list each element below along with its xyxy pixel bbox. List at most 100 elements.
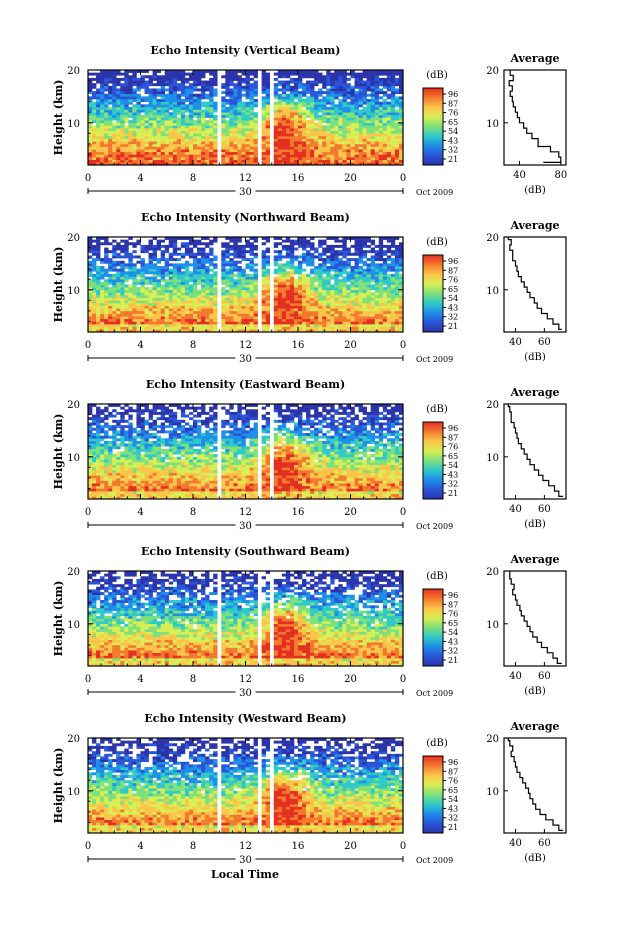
heatmap-cell [116,310,121,314]
heatmap-cell [306,80,311,84]
heatmap-cell [273,250,279,254]
heatmap-cell [394,120,400,124]
heatmap-cell [378,130,384,134]
heatmap-cell [237,77,242,81]
heatmap-cell [193,101,198,105]
heatmap-cell [374,114,380,118]
heatmap-cell [172,295,178,298]
heatmap-cell [172,109,178,113]
heatmap-cell [378,266,384,269]
heatmap-cell [398,310,404,314]
heatmap-cell [273,141,279,145]
heatmap-cell [285,85,291,89]
heatmap-cell [358,239,363,243]
heatmap-cell [302,287,307,291]
heatmap-cell [334,297,339,301]
heatmap-cell [289,295,295,298]
heatmap-cell [261,80,266,84]
heatmap-cell [289,154,295,158]
heatmap-cell [148,305,153,309]
heatmap-cell [168,263,174,267]
heatmap-cell [160,101,166,105]
heatmap-cell [326,146,331,150]
heatmap-cell [188,302,194,306]
heatmap-cell [245,297,250,301]
heatmap-cell [140,80,145,84]
heatmap-cell [338,273,343,277]
heatmap-cell [281,297,287,301]
heatmap-cell [354,130,359,134]
heatmap-cell [390,329,396,333]
heatmap-cell [277,295,283,298]
heatmap-cell [342,128,347,131]
heatmap-cell [132,271,137,275]
heatmap-cell [160,329,166,333]
heatmap-cell [338,91,343,95]
heatmap-cell [201,289,206,293]
heatmap-cell [354,258,359,262]
heatmap-cell [128,252,133,256]
heatmap-cell [326,276,331,280]
heatmap-cell [249,316,254,320]
heatmap-cell [140,250,145,254]
heatmap-cell [350,162,355,166]
heatmap-cell [188,109,194,113]
heatmap-cell [322,279,327,283]
heatmap-cell [273,316,279,320]
heatmap-cell [366,106,371,110]
heatmap-cell [261,300,266,304]
heatmap-cell [108,75,113,79]
heatmap-cell [116,318,121,322]
heatmap-cell [289,130,295,134]
heatmap-cell [382,143,388,147]
heatmap-cell [310,258,315,262]
heatmap-cell [261,125,266,129]
heatmap-cell [265,93,271,97]
heatmap-cell [334,149,339,153]
heatmap-cell [229,157,234,161]
heatmap-cell [358,101,363,105]
heatmap-cell [180,80,186,84]
heatmap-cell [253,91,258,95]
heatmap-cell [350,99,355,102]
heatmap-cell [188,85,194,89]
heatmap-cell [160,244,166,248]
heatmap-cell [378,162,384,166]
heatmap-cell [229,93,234,97]
heatmap-cell [180,321,186,325]
heatmap-cell [302,260,307,264]
heatmap-cell [213,271,218,275]
heatmap-cell [120,141,125,145]
heatmap-cell [366,266,371,269]
heatmap-cell [338,109,343,113]
heatmap-cell [152,138,157,142]
heatmap-cell [281,114,287,118]
heatmap-cell [112,154,117,158]
heatmap-cell [330,104,335,108]
heatmap-cell [354,135,359,139]
heatmap-cell [366,83,371,87]
heatmap-cell [201,273,206,277]
heatmap-cell [180,146,186,150]
heatmap-cell [330,75,335,79]
heatmap-cell [184,96,190,100]
heatmap-cell [209,305,214,309]
heatmap-cell [112,109,117,113]
heatmap-cell [237,138,242,142]
heatmap-cell [168,252,174,256]
heatmap-cell [233,273,238,277]
heatmap-cell [164,237,170,240]
heatmap-cell [176,72,182,76]
heatmap-cell [382,310,388,314]
heatmap-cell [188,83,194,87]
heatmap-cell [144,149,149,153]
heatmap-cell [100,313,105,317]
heatmap-cell [350,112,355,116]
heatmap-cell [209,72,214,76]
heatmap-cell [104,93,109,97]
heatmap-cell [386,120,392,124]
heatmap-cell [144,83,149,87]
heatmap-cell [374,308,380,312]
heatmap-cell [213,138,218,142]
heatmap-cell [314,80,319,84]
